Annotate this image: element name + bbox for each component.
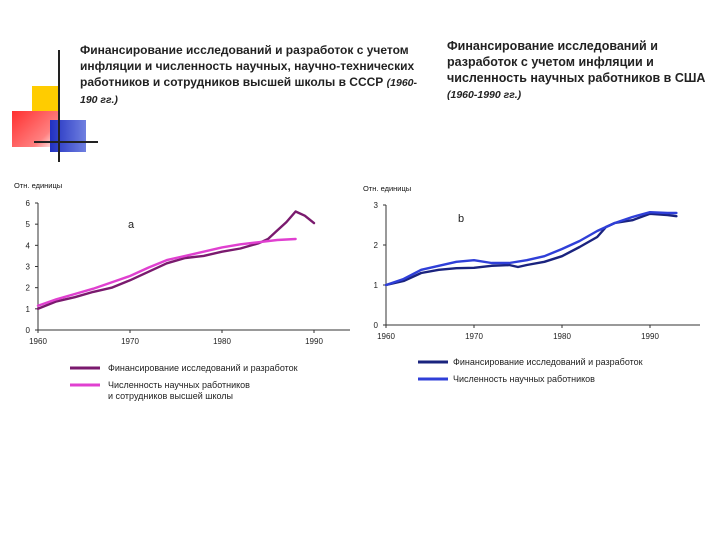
chart1-legend-label-1: Финансирование исследований и разработок — [108, 363, 298, 373]
decor-blue-square — [50, 120, 86, 152]
chart2-x-tick-label: 1970 — [465, 332, 483, 341]
chart2-x-tick-label: 1960 — [377, 332, 395, 341]
chart1-y-tick-label: 5 — [26, 220, 31, 229]
title-right-text: Финансирование исследований и разработок… — [447, 39, 706, 85]
decor-horizontal-line — [34, 141, 98, 143]
chart1-series-2-line — [36, 237, 297, 307]
chart2-y-tick-label: 2 — [374, 241, 379, 250]
title-left-years: (1960-190 гг.) — [80, 77, 417, 106]
chart1-x-tick-label: 1960 — [29, 337, 47, 346]
chart1-x-tick-label: 1990 — [305, 337, 323, 346]
chart1-y-tick-label: 4 — [26, 241, 31, 250]
chart1-legend-label-2: и сотрудников высшей школы — [108, 391, 233, 401]
chart2-y-tick-label: 3 — [374, 201, 379, 210]
chart1-x-tick-label: 1970 — [121, 337, 139, 346]
chart2-legend-label-1: Финансирование исследований и разработок — [453, 357, 643, 367]
chart1-y-tick-label: 2 — [26, 284, 31, 293]
chart1-y-tick-label: 3 — [26, 263, 31, 272]
chart1-y-tick-label: 1 — [26, 305, 31, 314]
chart2-y-tick-label: 0 — [374, 321, 379, 330]
decor-vertical-line — [58, 50, 60, 162]
chart1-legend-label-2: Численность научных работников — [108, 380, 250, 390]
chart1-y-tick-label: 6 — [26, 199, 31, 208]
decor-yellow-square — [32, 86, 60, 114]
chart1-panel-label: а — [128, 219, 135, 231]
chart1-series-1-line — [36, 210, 316, 310]
chart2-x-tick-label: 1990 — [641, 332, 659, 341]
chart2-y-tick-label: 1 — [374, 281, 379, 290]
title-right-years: (1960-1990 гг.) — [447, 89, 522, 101]
chart2-legend-label-2: Численность научных работников — [453, 374, 595, 384]
chart2-x-tick-label: 1980 — [553, 332, 571, 341]
chart1-y-tick-label: 0 — [26, 326, 31, 335]
title-left-text: Финансирование исследований и разработок… — [80, 43, 415, 89]
chart1-x-tick-label: 1980 — [213, 337, 231, 346]
chart1-y-axis-label: Отн. единицы — [14, 181, 62, 190]
chart2-panel-label: b — [458, 213, 464, 225]
chart2-y-axis-label: Отн. единицы — [363, 184, 411, 193]
chart2-series-2-line — [384, 210, 678, 287]
title-left: Финансирование исследований и разработок… — [80, 42, 425, 108]
title-right: Финансирование исследований и разработок… — [447, 38, 712, 103]
chart2-series-1-line — [384, 212, 678, 287]
